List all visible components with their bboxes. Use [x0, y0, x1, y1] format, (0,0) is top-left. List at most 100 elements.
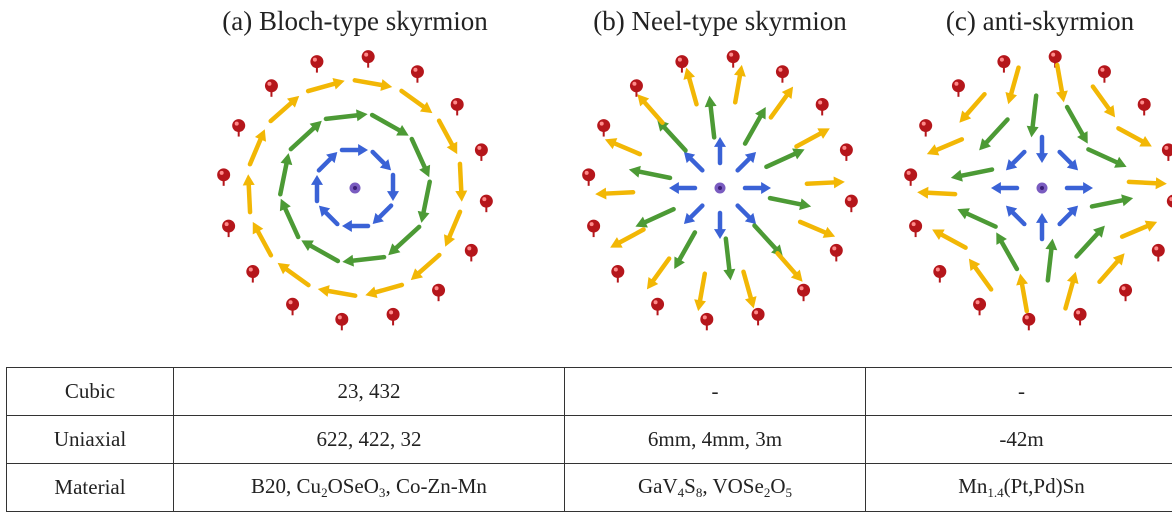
panel-title-bloch: (a) Bloch-type skyrmion: [222, 6, 488, 36]
outer-spin-arrow: [1016, 273, 1030, 314]
outer-spin-arrow: [410, 252, 442, 281]
atom-site: [1073, 307, 1087, 326]
outer-spin-arrow: [1005, 65, 1021, 105]
inner-spin-arrow: [370, 149, 392, 171]
outer-spin-arrow: [1126, 177, 1167, 190]
cell-material-bloch: B20, Cu2OSeO3, Co-Zn-Mn: [173, 463, 565, 512]
center-spin: [1036, 182, 1048, 194]
cell-uniaxial-anti: -42m: [865, 415, 1172, 464]
inner-spin-arrow: [735, 203, 757, 225]
table-row: Uniaxial 622, 422, 32 6mm, 4mm, 3m -42m: [6, 415, 1172, 464]
anti-skyrmion-diagram: [904, 50, 1172, 331]
outer-spin-arrow: [917, 186, 958, 199]
atom-site: [246, 265, 260, 283]
middle-spin-arrow: [323, 109, 368, 122]
middle-spin-arrow: [723, 236, 736, 281]
cell-uniaxial-bloch: 622, 422, 32: [173, 415, 565, 464]
atom-site: [700, 312, 714, 331]
outer-spin-arrow: [968, 258, 994, 292]
atom-site: [629, 79, 643, 97]
atom-site: [751, 307, 765, 326]
middle-spin-arrow: [288, 120, 322, 152]
outer-spin-arrow: [741, 269, 757, 309]
atom-site: [582, 168, 596, 186]
outer-spin-arrow: [268, 95, 300, 124]
outer-spin-arrow: [399, 88, 433, 114]
inner-spin-arrow: [1005, 205, 1027, 227]
outer-spin-arrow: [932, 229, 968, 250]
outer-spin-arrow: [1097, 253, 1125, 285]
outer-spin-arrow: [455, 161, 468, 202]
atom-site: [1161, 143, 1172, 161]
middle-spin-arrow: [1086, 147, 1127, 168]
atom-site: [997, 55, 1011, 73]
atom-site: [919, 119, 933, 137]
atom-site: [474, 143, 488, 161]
atom-site: [410, 65, 424, 83]
atom-site: [264, 79, 278, 97]
outer-spin-arrow: [959, 91, 987, 123]
atom-site: [361, 50, 375, 68]
middle-spin-arrow: [742, 107, 766, 146]
atom-site: [1151, 243, 1165, 262]
center-spin: [349, 182, 361, 194]
middle-spin-arrow: [342, 254, 387, 267]
outer-spin-arrow: [1063, 271, 1079, 311]
inner-spin-arrow: [714, 210, 726, 239]
atom-site: [839, 143, 853, 161]
outer-spin-arrow: [804, 176, 845, 189]
inner-spin-arrow: [742, 182, 771, 194]
outer-spin-arrow: [595, 187, 636, 200]
atom-site: [1137, 97, 1151, 116]
atom-site: [651, 297, 665, 316]
row-label-uniaxial: Uniaxial: [6, 415, 174, 464]
outer-spin-arrow: [365, 282, 405, 299]
middle-spin-arrow: [1089, 194, 1134, 209]
inner-spin-arrow: [1057, 149, 1079, 171]
middle-spin-arrow: [388, 224, 422, 256]
atom-site: [933, 265, 947, 283]
atom-site: [432, 283, 446, 302]
atom-site: [335, 312, 349, 331]
inner-spin-arrow: [311, 175, 323, 204]
middle-spin-arrow: [950, 167, 995, 182]
middle-spin-arrow: [704, 95, 717, 140]
outer-spin-arrow: [694, 271, 708, 312]
atom-site: [726, 50, 740, 68]
outer-spin-arrow: [794, 128, 830, 149]
atom-site: [217, 168, 231, 186]
outer-spin-arrow: [1116, 126, 1152, 147]
atom-site: [815, 97, 829, 116]
middle-spin-arrow: [1074, 225, 1105, 259]
middle-spin-arrow: [957, 208, 998, 229]
atom-site: [1048, 50, 1062, 68]
atom-site: [1166, 194, 1172, 208]
middle-spin-arrow: [279, 198, 301, 240]
inner-spin-arrow: [1005, 149, 1027, 171]
outer-spin-arrow: [926, 137, 965, 156]
inner-spin-arrow: [372, 203, 394, 225]
atom-site: [464, 243, 478, 262]
inner-spin-arrow: [318, 205, 340, 227]
middle-spin-arrow: [764, 148, 805, 170]
middle-spin-arrow: [767, 195, 812, 211]
inner-spin-arrow: [714, 137, 726, 166]
inner-spin-arrow: [669, 182, 698, 194]
inner-spin-arrow: [1057, 205, 1079, 227]
bloch-skyrmion-diagram: [217, 50, 493, 331]
cell-cubic-bloch: 23, 432: [173, 367, 565, 416]
atom-site: [797, 283, 811, 302]
outer-spin-arrow: [610, 227, 646, 248]
outer-spin-arrow: [277, 262, 311, 288]
middle-spin-arrow: [1045, 238, 1058, 283]
atom-site: [450, 97, 464, 116]
panel-title-neel: (b) Neel-type skyrmion: [593, 6, 847, 36]
outer-spin-arrow: [797, 219, 836, 238]
outer-spin-arrow: [683, 67, 699, 107]
atom-site: [1119, 283, 1133, 302]
outer-spin-arrow: [646, 256, 672, 290]
inner-spin-arrow: [342, 220, 371, 232]
outer-spin-arrow: [247, 129, 267, 167]
atom-site: [232, 119, 246, 137]
cell-cubic-neel: -: [564, 367, 866, 416]
